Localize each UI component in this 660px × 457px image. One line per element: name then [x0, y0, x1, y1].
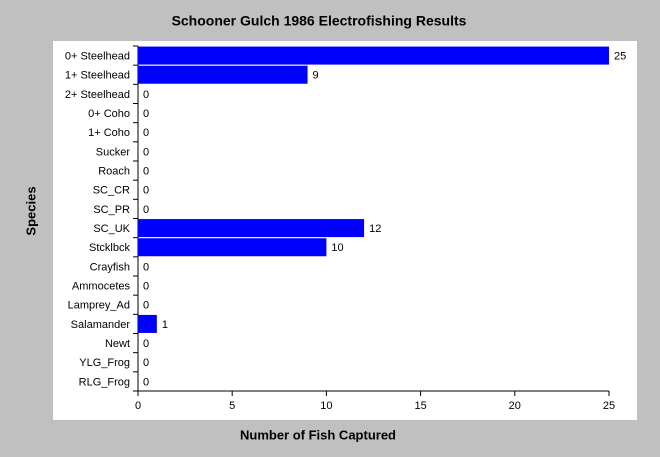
value-label: 9 [313, 70, 319, 82]
value-label: 0 [143, 89, 149, 101]
y-tick-label: SC_UK [93, 223, 130, 235]
value-label: 0 [143, 185, 149, 197]
value-label: 0 [143, 127, 149, 139]
y-tick-label: Ammocetes [72, 280, 131, 292]
y-tick-label: RLG_Frog [79, 376, 130, 388]
y-tick-label: Lamprey_Ad [68, 300, 130, 312]
y-tick-label: 2+ Steelhead [65, 89, 130, 101]
bar [138, 314, 157, 333]
bar [138, 219, 365, 238]
bar [138, 46, 609, 65]
y-tick-label: Newt [105, 338, 130, 350]
y-tick-label: 0+ Steelhead [65, 50, 130, 62]
value-label: 0 [143, 108, 149, 120]
bar [138, 65, 308, 84]
value-label: 0 [143, 261, 149, 273]
value-label: 12 [369, 223, 381, 235]
value-label: 0 [143, 165, 149, 177]
value-label: 0 [143, 204, 149, 216]
value-label: 25 [614, 50, 626, 62]
value-label: 0 [143, 357, 149, 369]
y-tick-label: Crayfish [90, 261, 130, 273]
value-label: 0 [143, 376, 149, 388]
value-label: 0 [143, 338, 149, 350]
y-tick-label: 1+ Steelhead [65, 70, 130, 82]
x-tick-label: 25 [603, 400, 615, 412]
y-tick-label: Salamander [71, 319, 131, 331]
x-tick-label: 0 [135, 400, 141, 412]
value-label: 0 [143, 280, 149, 292]
y-tick-label: 1+ Coho [88, 127, 130, 139]
y-tick-label: SC_PR [93, 204, 130, 216]
value-label: 1 [162, 319, 168, 331]
bar [138, 238, 327, 257]
y-tick-label: Roach [98, 165, 130, 177]
value-label: 10 [331, 242, 343, 254]
x-tick-label: 20 [509, 400, 521, 412]
y-tick-label: Stcklbck [89, 242, 130, 254]
x-tick-label: 5 [229, 400, 235, 412]
x-tick-label: 15 [414, 400, 426, 412]
value-label: 0 [143, 146, 149, 158]
x-axis-label: Number of Fish Captured [240, 427, 396, 442]
y-axis-label: Species [23, 186, 38, 235]
x-tick-label: 10 [320, 400, 332, 412]
y-tick-label: 0+ Coho [88, 108, 130, 120]
value-label: 0 [143, 300, 149, 312]
y-tick-label: SC_CR [93, 185, 130, 197]
y-tick-label: YLG_Frog [79, 357, 130, 369]
chart-title: Schooner Gulch 1986 Electrofishing Resul… [172, 13, 467, 29]
y-tick-label: Sucker [96, 146, 131, 158]
